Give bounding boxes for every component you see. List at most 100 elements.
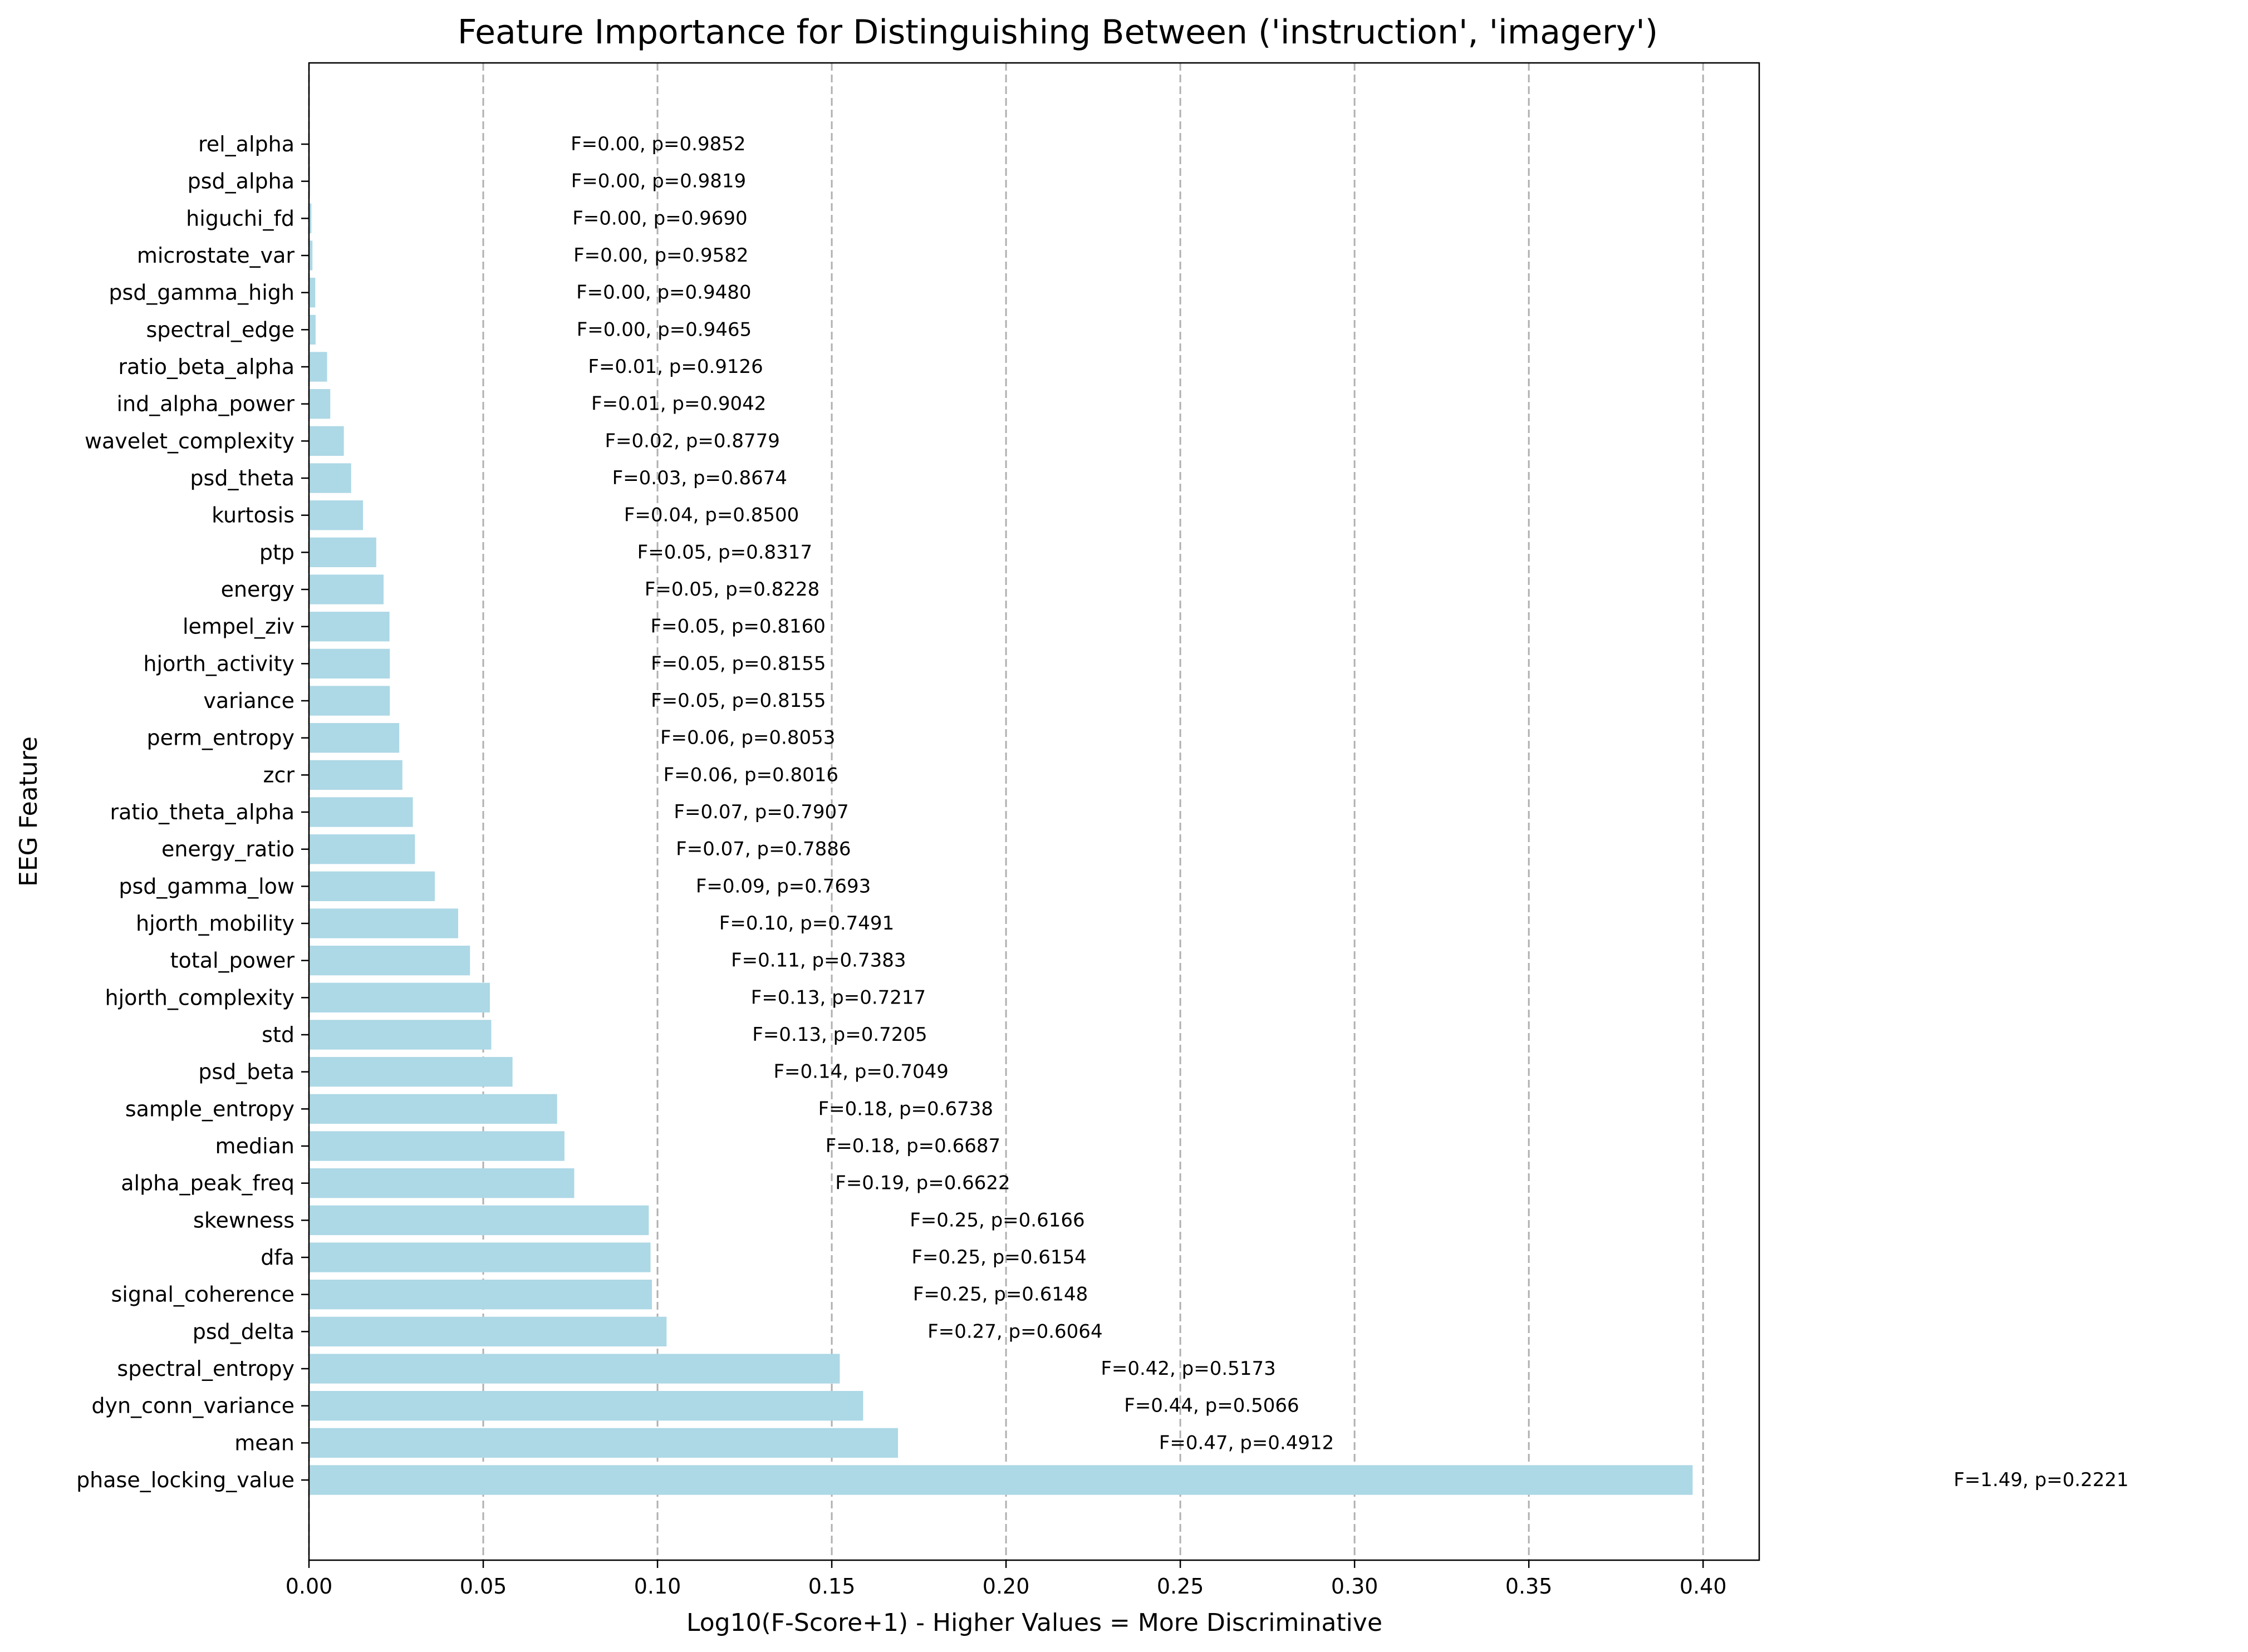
bar-annotation: F=0.02, p=0.8779 xyxy=(605,430,779,452)
bar-annotation: F=0.11, p=0.7383 xyxy=(731,950,906,972)
y-tick-label: hjorth_complexity xyxy=(105,985,295,1010)
bar-ratio-theta-alpha xyxy=(309,797,413,827)
y-tick-label: spectral_edge xyxy=(146,317,295,342)
bar-annotation: F=0.19, p=0.6622 xyxy=(835,1172,1010,1194)
y-tick-label: psd_gamma_high xyxy=(109,281,295,305)
bar-annotation: F=0.06, p=0.8053 xyxy=(660,727,835,749)
y-tick-label: microstate_var xyxy=(137,243,295,268)
y-tick-label: psd_theta xyxy=(190,466,295,490)
y-tick-label: total_power xyxy=(170,948,295,973)
bar-psd-delta xyxy=(309,1316,667,1346)
bar-mean xyxy=(309,1428,899,1458)
y-tick-label: psd_gamma_low xyxy=(119,874,295,898)
y-tick-label: alpha_peak_freq xyxy=(121,1171,295,1196)
bar-annotation: F=0.07, p=0.7907 xyxy=(674,801,848,823)
bar-perm-entropy xyxy=(309,723,400,753)
bar-psd-beta xyxy=(309,1057,513,1087)
y-tick-label: hjorth_activity xyxy=(143,651,295,676)
y-tick-label: wavelet_complexity xyxy=(85,429,295,453)
x-tick-label: 0.40 xyxy=(1680,1574,1727,1599)
y-tick-label: ratio_theta_alpha xyxy=(110,800,295,824)
x-tick-label: 0.35 xyxy=(1505,1574,1553,1599)
bar-annotation: F=0.01, p=0.9042 xyxy=(591,393,766,415)
y-tick-label: ptp xyxy=(259,540,295,564)
bar-total-power xyxy=(309,946,470,976)
bar-energy xyxy=(309,574,384,604)
bar-spectral-edge xyxy=(309,314,316,345)
bar-spectral-entropy xyxy=(309,1354,840,1384)
y-tick-label: psd_beta xyxy=(198,1060,295,1084)
bar-hjorth-activity xyxy=(309,648,390,678)
bar-annotation: F=0.00, p=0.9465 xyxy=(577,318,752,341)
y-tick-label: ratio_beta_alpha xyxy=(118,355,295,379)
bar-std xyxy=(309,1020,492,1050)
bar-annotation: F=0.09, p=0.7693 xyxy=(696,875,871,897)
y-tick-label: energy_ratio xyxy=(161,837,295,862)
y-axis-ticks: rel_alpha psd_alpha higuchi_fd microstate_v… xyxy=(76,132,309,1492)
bar-hjorth-complexity xyxy=(309,982,490,1012)
bar-sample-entropy xyxy=(309,1094,557,1124)
bar-ind-alpha-power xyxy=(309,389,331,419)
bar-lempel-ziv xyxy=(309,612,390,642)
y-tick-label: mean xyxy=(234,1430,295,1455)
bar-annotation: F=0.13, p=0.7217 xyxy=(751,986,926,1009)
x-tick-label: 0.25 xyxy=(1157,1574,1204,1599)
bar-annotation: F=0.05, p=0.8160 xyxy=(650,616,825,638)
bar-annotation: F=0.00, p=0.9852 xyxy=(571,133,745,155)
y-tick-label: psd_alpha xyxy=(188,169,295,194)
y-tick-label: energy xyxy=(221,577,295,602)
bars xyxy=(309,129,1693,1495)
y-tick-label: dyn_conn_variance xyxy=(91,1394,295,1418)
bar-annotation: F=0.18, p=0.6738 xyxy=(818,1098,993,1120)
bar-annotation: F=0.00, p=0.9582 xyxy=(573,244,748,267)
bar-annotation: F=0.18, p=0.6687 xyxy=(826,1135,1000,1157)
bar-annotation: F=0.05, p=0.8155 xyxy=(651,652,826,675)
bar-annotations: F=0.00, p=0.9852 F=0.00, p=0.9819 F=0.00, … xyxy=(571,133,2129,1491)
bar-annotation: F=0.00, p=0.9690 xyxy=(572,207,747,229)
bar-skewness xyxy=(309,1205,649,1235)
y-tick-label: median xyxy=(215,1134,295,1158)
x-tick-label: 0.05 xyxy=(460,1574,507,1599)
y-tick-label: phase_locking_value xyxy=(76,1468,295,1492)
bar-kurtosis xyxy=(309,500,364,530)
bar-annotation: F=0.03, p=0.8674 xyxy=(612,467,787,489)
bar-annotation: F=0.00, p=0.9480 xyxy=(576,282,751,304)
bar-annotation: F=0.47, p=0.4912 xyxy=(1159,1432,1334,1454)
y-tick-label: higuchi_fd xyxy=(186,206,295,230)
x-tick-label: 0.15 xyxy=(808,1574,856,1599)
bar-annotation: F=0.13, p=0.7205 xyxy=(752,1024,927,1046)
bar-energy-ratio xyxy=(309,834,415,864)
bar-microstate-var xyxy=(309,240,313,271)
y-tick-label: spectral_entropy xyxy=(117,1356,295,1381)
bar-zcr xyxy=(309,760,403,790)
y-tick-label: perm_entropy xyxy=(147,726,295,750)
bar-higuchi-fd xyxy=(309,203,312,233)
bar-psd-gamma-low xyxy=(309,871,435,901)
x-tick-label: 0.00 xyxy=(286,1574,333,1599)
y-tick-label: std xyxy=(262,1022,295,1047)
bar-psd-gamma-high xyxy=(309,278,316,308)
bar-annotation: F=1.49, p=0.2221 xyxy=(1953,1469,2128,1491)
y-tick-label: signal_coherence xyxy=(111,1282,295,1307)
bar-annotation: F=0.27, p=0.6064 xyxy=(927,1320,1102,1343)
bar-annotation: F=0.10, p=0.7491 xyxy=(719,912,894,935)
bar-phase-locking-value xyxy=(309,1465,1693,1495)
x-axis-label: Log10(F-Score+1) - Higher Values = More … xyxy=(686,1609,1382,1637)
bar-dyn-conn-variance xyxy=(309,1391,863,1421)
y-tick-label: skewness xyxy=(193,1208,295,1232)
bar-alpha-peak-freq xyxy=(309,1168,575,1198)
y-tick-label: hjorth_mobility xyxy=(136,911,295,936)
bar-annotation: F=0.44, p=0.5066 xyxy=(1124,1395,1299,1417)
bar-variance xyxy=(309,686,390,716)
x-axis-ticks: 0.00 0.05 0.10 0.15 0.20 0.25 0.30 0.35 0.40 xyxy=(286,1560,1727,1599)
bar-annotation: F=0.07, p=0.7886 xyxy=(676,838,851,861)
bar-annotation: F=0.25, p=0.6154 xyxy=(911,1246,1086,1268)
bar-annotation: F=0.05, p=0.8155 xyxy=(651,690,826,712)
bar-annotation: F=0.06, p=0.8016 xyxy=(664,764,838,786)
bar-annotation: F=0.00, p=0.9819 xyxy=(571,170,746,193)
bar-psd-theta xyxy=(309,463,351,493)
x-tick-label: 0.20 xyxy=(983,1574,1030,1599)
x-tick-label: 0.30 xyxy=(1331,1574,1378,1599)
bar-annotation: F=0.01, p=0.9126 xyxy=(588,356,763,378)
